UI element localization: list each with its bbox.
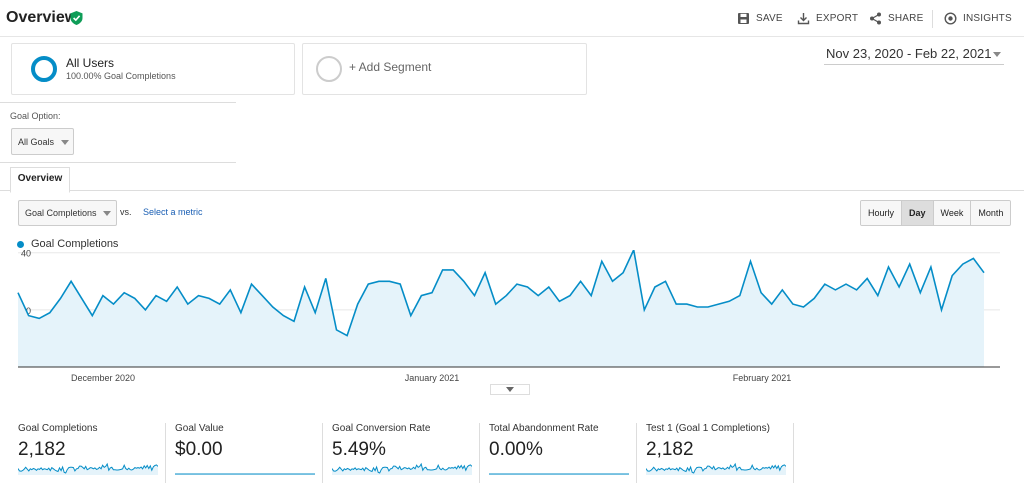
divider [0,162,236,163]
scorecard-test-1[interactable]: Test 1 (Goal 1 Completions) 2,182 [645,423,794,483]
save-icon [738,13,749,24]
scorecard-name: Goal Completions [18,423,98,434]
report-header [0,0,1024,37]
export-label: EXPORT [816,13,859,24]
x-tick-label: December 2020 [71,373,135,383]
empty-segment-ring-icon [316,56,342,82]
export-icon [797,13,810,25]
share-button[interactable]: SHARE [869,12,923,25]
segment-ring-icon [31,56,57,82]
sparkline-line [331,462,473,474]
scorecard-name: Goal Conversion Rate [332,423,431,434]
select-metric-link[interactable]: Select a metric [143,207,203,217]
date-range-caret-icon[interactable] [993,52,1001,57]
scorecard-name: Goal Value [175,423,224,434]
save-label: SAVE [756,13,783,24]
series-area [18,250,984,367]
save-button[interactable]: SAVE [737,12,783,25]
scorecard-sparkline [489,473,629,475]
scorecard-sparkline [17,462,159,475]
export-button[interactable]: EXPORT [797,12,858,25]
tab-overview[interactable]: Overview [10,167,70,193]
chart-legend: Goal Completions [17,238,118,250]
segment-all-users[interactable]: All Users 100.00% Goal Completions [11,43,295,95]
expand-caret-icon [506,387,514,392]
add-segment-label: + Add Segment [349,60,432,74]
share-label: SHARE [888,13,924,24]
scorecard-value: 2,182 [18,439,66,460]
insights-icon [944,12,957,25]
goal-option-dropdown[interactable]: All Goals [11,128,74,155]
sparkline-line [17,462,159,474]
divider [0,102,236,103]
metric-dropdown[interactable]: Goal Completions [18,200,117,226]
metric-dropdown-value: Goal Completions [25,208,97,218]
segment-name: All Users [66,56,115,70]
page-title: Overview [6,9,78,26]
goal-option-label: Goal Option: [10,111,61,121]
y-tick-label: 40 [21,250,31,259]
add-segment-button[interactable]: + Add Segment [302,43,587,95]
scorecard-value: 5.49% [332,439,386,460]
verified-check-icon [70,11,83,25]
insights-button[interactable]: INSIGHTS [944,12,1012,25]
scorecard-total-abandonment-rate[interactable]: Total Abandonment Rate 0.00% [489,423,637,483]
scorecard-name: Test 1 (Goal 1 Completions) [646,423,770,434]
share-icon [870,12,881,25]
chevron-down-icon [103,211,111,216]
insights-label: INSIGHTS [963,13,1012,24]
header-separator [932,10,933,28]
scorecard-name: Total Abandonment Rate [489,423,599,434]
scorecard-sparkline [331,462,473,475]
legend-dot-icon [17,240,24,248]
series-line [17,250,985,337]
scorecard-value: 0.00% [489,439,543,460]
vs-label: vs. [120,207,132,217]
granularity-month[interactable]: Month [971,201,1011,225]
date-range-underline [824,64,1004,65]
granularity-week[interactable]: Week [933,201,972,225]
date-range-picker[interactable]: Nov 23, 2020 - Feb 22, 2021 [826,46,992,61]
sparkline-line [645,462,787,474]
tab-bar-line [0,190,1024,191]
scorecard-goal-conversion-rate[interactable]: Goal Conversion Rate 5.49% [331,423,480,483]
goal-option-value: All Goals [18,137,55,147]
scorecard-value: 2,182 [646,439,694,460]
x-tick-label: February 2021 [733,373,792,383]
legend-label: Goal Completions [31,238,119,250]
scorecard-sparkline [645,462,787,475]
scorecard-sparkline [175,473,315,475]
chevron-down-icon [61,140,69,145]
segment-subtitle: 100.00% Goal Completions [66,71,176,81]
scorecard-goal-value[interactable]: Goal Value $0.00 [175,423,323,483]
x-tick-label: January 2021 [405,373,460,383]
scorecard-goal-completions[interactable]: Goal Completions 2,182 [17,423,166,483]
granularity-hourly[interactable]: Hourly [861,201,903,225]
granularity-toggle: Hourly Day Week Month [860,200,1012,226]
expand-chart-button[interactable] [490,384,530,395]
scorecard-value: $0.00 [175,439,223,460]
granularity-day[interactable]: Day [902,201,934,225]
